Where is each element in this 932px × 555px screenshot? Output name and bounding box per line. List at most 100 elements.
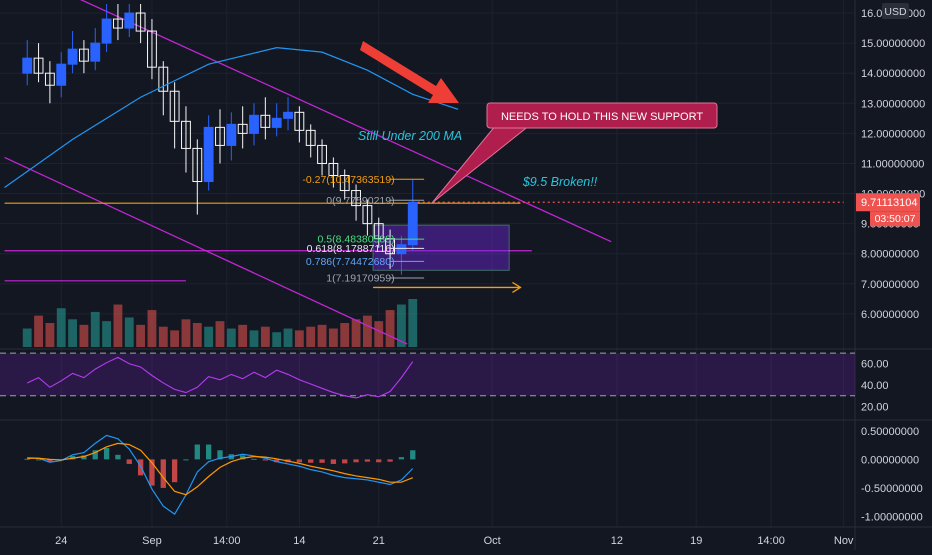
volume-bar — [317, 324, 327, 347]
volume-bar — [204, 326, 214, 347]
macd-histogram-bar — [205, 444, 212, 460]
price-tick-label: 12.00000000 — [861, 128, 925, 140]
candle-body — [181, 120, 191, 149]
volume-bar — [158, 326, 168, 347]
candle — [271, 103, 282, 137]
macd-line — [27, 434, 414, 516]
candle — [317, 139, 327, 176]
macd-histogram-bar — [171, 459, 178, 483]
broken-annotation: $9.5 Broken!! — [522, 175, 598, 189]
candle-body — [22, 57, 33, 74]
candle — [78, 40, 89, 74]
rsi-band — [0, 352, 855, 397]
candle — [339, 169, 350, 200]
candles — [22, 4, 418, 275]
candle-body — [260, 114, 271, 128]
macd-histogram-bar — [183, 459, 189, 461]
time-tick-label: 21 — [373, 535, 385, 547]
axes: 16.0000000015.0000000014.0000000013.0000… — [55, 3, 925, 547]
volume-bar — [181, 319, 191, 347]
fib-label: 0(9.77590219) — [326, 195, 394, 207]
time-tick-label: 24 — [55, 535, 67, 547]
candle — [181, 106, 191, 173]
candle — [351, 184, 361, 221]
candle-body — [373, 223, 384, 240]
volume-bar — [340, 323, 350, 347]
candle — [147, 19, 157, 80]
macd-histogram-bar — [81, 455, 87, 460]
macd-histogram-bar — [262, 459, 268, 461]
candle — [237, 106, 248, 149]
volume-bar — [283, 328, 293, 347]
macd-histogram-bar — [194, 444, 200, 460]
macd-histogram-bar — [319, 459, 325, 463]
candle — [33, 43, 44, 83]
candle-body — [317, 144, 327, 164]
volume-bars — [22, 299, 418, 347]
countdown-badge — [870, 211, 920, 227]
support-zone — [372, 224, 510, 271]
fib-label: -0.27(10.47363519) — [302, 174, 394, 186]
candle-body — [249, 114, 259, 134]
macd-signal-line — [27, 442, 413, 496]
candle — [328, 157, 339, 188]
candle — [407, 180, 418, 251]
volume-bar — [79, 324, 89, 347]
macd-histogram-bar — [149, 459, 155, 486]
price-tick-label: 14.00000000 — [861, 68, 925, 80]
macd-tick-label: 0.50000000 — [861, 426, 919, 438]
fib-label: 0.618(8.17887116) — [307, 243, 395, 255]
volume-bar — [408, 299, 418, 347]
rsi-tick-label: 20.00 — [861, 401, 889, 413]
price-tick-label: 11.00000000 — [861, 158, 924, 170]
rsi-band-fill — [0, 353, 855, 396]
price-tick-label: 8.00000000 — [861, 249, 919, 261]
candle-body — [90, 42, 101, 62]
candle — [226, 112, 237, 161]
candle-body — [362, 205, 373, 225]
candle-body — [271, 117, 282, 128]
candle — [113, 4, 123, 41]
volume-bar — [226, 328, 236, 347]
candle — [90, 28, 101, 71]
time-tick-label: 14 — [293, 535, 305, 547]
time-tick-label: Nov — [834, 535, 854, 547]
candle-body — [283, 111, 293, 119]
macd-histogram-bar — [353, 459, 359, 463]
macd-histogram-bar — [217, 450, 223, 460]
macd-histogram-bar — [342, 459, 348, 464]
macd-histogram-bar — [364, 459, 371, 462]
macd-histogram-bar — [410, 450, 416, 460]
volume-bar — [192, 323, 202, 347]
time-tick-label: Sep — [142, 535, 162, 547]
currency-label: USD — [884, 6, 907, 18]
volume-bar — [136, 324, 146, 347]
macd-histogram-bar — [308, 459, 314, 463]
candle — [124, 4, 135, 38]
fib-label: 0.5(8.48380589) — [318, 234, 395, 246]
time-tick-label: 14:00 — [757, 535, 785, 547]
volume-bar — [351, 319, 361, 347]
candle-body — [124, 12, 135, 29]
volume-bar — [272, 332, 282, 347]
time-tick-label: 19 — [690, 535, 702, 547]
volume-bar — [102, 321, 112, 347]
candle — [215, 109, 225, 164]
candle-body — [215, 126, 225, 146]
channel-line — [79, 0, 612, 243]
candle — [192, 139, 203, 215]
candle-body — [67, 48, 78, 65]
candle-body — [305, 129, 316, 146]
candle-body — [407, 201, 418, 246]
candle — [260, 97, 271, 140]
candle-body — [147, 30, 157, 68]
price-tick-label: 6.00000000 — [861, 309, 919, 321]
volume-bar — [170, 330, 180, 347]
candle-body — [294, 111, 305, 131]
macd-histogram-bar — [160, 459, 166, 488]
volume-bar — [260, 326, 270, 347]
drawing-tools — [4, 0, 844, 345]
time-tick-label: 14:00 — [213, 535, 241, 547]
fib-label: 0.786(7.74472680) — [306, 256, 395, 268]
